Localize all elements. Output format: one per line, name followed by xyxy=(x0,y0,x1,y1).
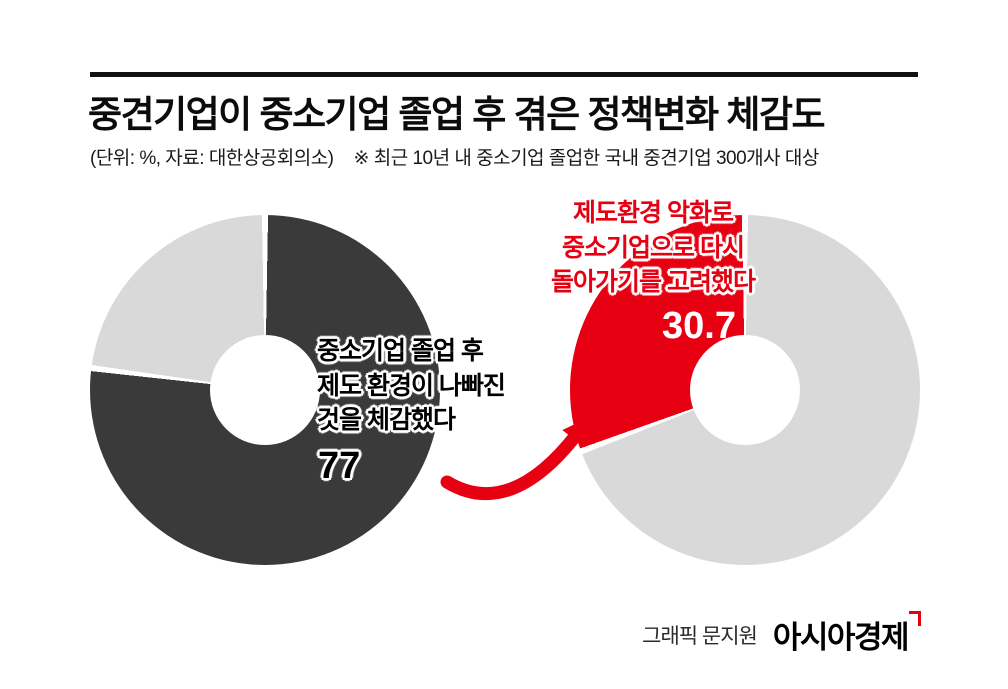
curved-arrow-icon xyxy=(440,416,591,501)
credit-text: 그래픽 문지원 xyxy=(642,624,758,648)
subtitle-row: (단위: %, 자료: 대한상공회의소) ※ 최근 10년 내 중소기업 졸업한… xyxy=(90,143,819,170)
donut-hole-right xyxy=(690,335,800,445)
survey-note-text: ※ 최근 10년 내 중소기업 졸업한 국내 중견기업 300개사 대상 xyxy=(353,148,820,169)
footer: 그래픽 문지원 아시아경제 xyxy=(642,611,921,657)
title-top-rule xyxy=(90,72,918,77)
left-segment-label: 중소기업 졸업 후 제도 환경이 나빠진 것을 체감했다 xyxy=(317,337,506,434)
unit-source-text: (단위: %, 자료: 대한상공회의소) xyxy=(90,148,334,169)
right-segment-label: 제도환경 악화로 중소기업으로 다시 돌아가기를 고려했다 xyxy=(551,199,756,296)
brand-mark-icon xyxy=(909,611,921,626)
left-segment-value: 77 xyxy=(318,445,361,487)
donut-chart-right xyxy=(570,215,920,565)
brand-text: 아시아경제 xyxy=(772,620,910,655)
page-title: 중견기업이 중소기업 졸업 후 겪은 정책변화 체감도 xyxy=(88,94,826,135)
donut-hole-left xyxy=(210,335,320,445)
right-segment-value: 30.7 xyxy=(662,305,736,347)
brand-logo: 아시아경제 xyxy=(772,611,921,657)
donut-chart-left xyxy=(90,215,440,565)
